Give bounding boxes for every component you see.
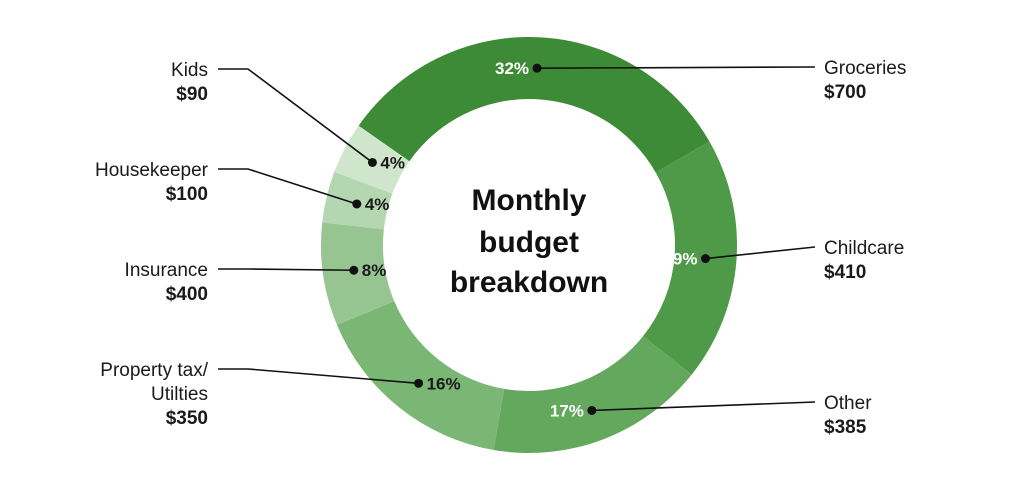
category-label-groceries: Groceries — [824, 58, 906, 79]
percent-label-other: 17% — [550, 401, 584, 420]
leader-line-kids — [218, 68, 373, 164]
category-label-housekeeper: Housekeeper — [95, 160, 209, 181]
leader-lines — [218, 63, 816, 415]
slice-other — [493, 336, 692, 454]
category-label-kids: Kids — [171, 60, 208, 81]
category-label-property-tax-utilties-2: Utilties — [151, 384, 208, 405]
slice-property-tax-utilties — [336, 301, 505, 450]
amount-label-kids: $90 — [176, 84, 208, 105]
leader-line-childcare — [705, 246, 816, 260]
amount-label-housekeeper: $100 — [166, 184, 208, 205]
category-label-property-tax-utilties-1: Property tax/ — [100, 360, 208, 381]
slice-groceries — [358, 36, 710, 173]
percent-label-childcare: 19% — [663, 250, 697, 269]
amount-label-childcare: $410 — [824, 262, 866, 283]
category-label-insurance: Insurance — [125, 260, 208, 281]
slice-insurance — [321, 222, 395, 325]
category-label-childcare: Childcare — [824, 238, 904, 259]
leader-line-groceries — [537, 66, 816, 69]
percent-label-kids: 4% — [380, 153, 405, 172]
amount-label-groceries: $700 — [824, 82, 866, 103]
leader-line-housekeeper — [218, 168, 358, 205]
category-label-other: Other — [824, 393, 872, 414]
slice-childcare — [643, 141, 737, 375]
percent-label-property-tax-utilties: 16% — [427, 374, 461, 393]
percent-label-housekeeper: 4% — [365, 195, 390, 214]
leader-line-insurance — [218, 268, 354, 272]
amount-label-other: $385 — [824, 417, 867, 438]
amount-label-property-tax-utilties: $350 — [166, 408, 208, 429]
leader-line-property-tax-utilties — [218, 368, 419, 385]
percent-label-groceries: 32% — [495, 59, 529, 78]
chart-title-line-1: Monthly — [472, 184, 587, 217]
donut-slices — [321, 36, 737, 454]
leader-line-other — [591, 401, 816, 412]
slice-labels: 32% Groceries $700 19% Childcare $410 17% Other… — [95, 58, 906, 438]
chart-title-line-2: budget — [479, 226, 579, 259]
chart-title-line-3: breakdown — [450, 266, 608, 299]
percent-label-insurance: 8% — [362, 261, 387, 280]
amount-label-insurance: $400 — [166, 284, 208, 305]
